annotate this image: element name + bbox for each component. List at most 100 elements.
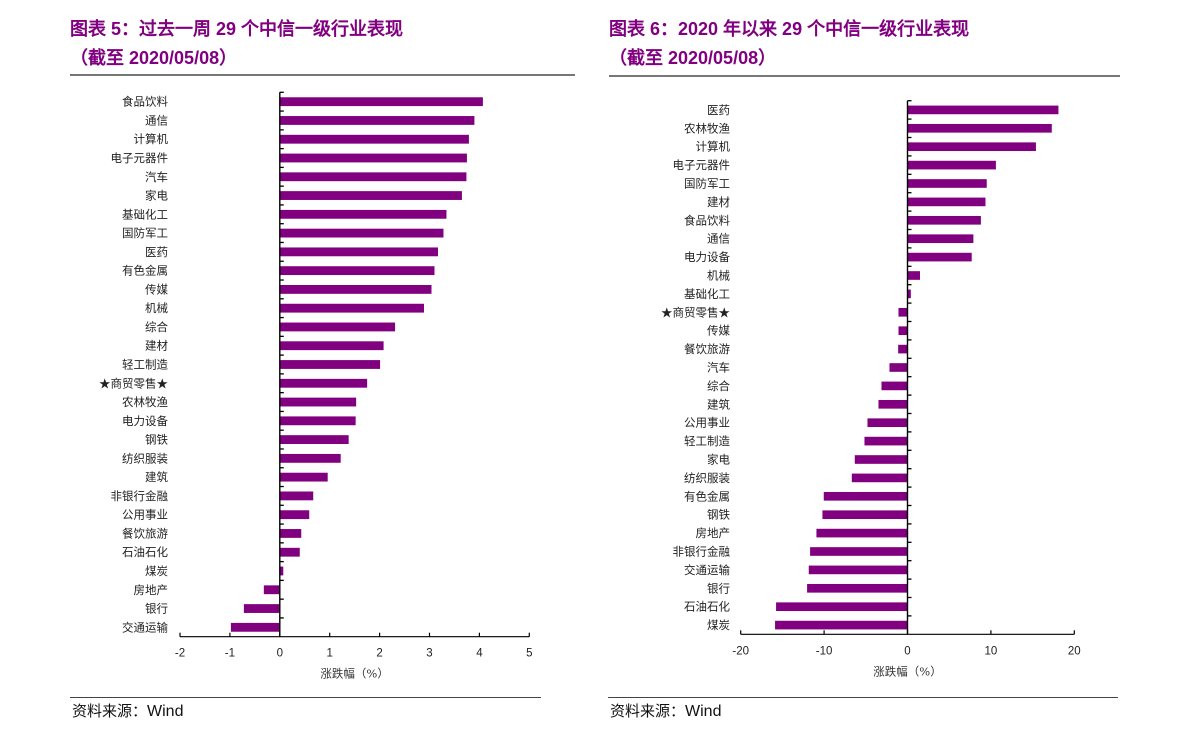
x-tick-label: -20	[732, 645, 749, 657]
category-label: 汽车	[145, 170, 168, 184]
bar	[279, 97, 483, 107]
bar	[279, 435, 349, 445]
x-tick-label: 3	[426, 648, 432, 660]
bar	[808, 565, 908, 575]
bar	[907, 142, 1036, 152]
bar	[279, 209, 447, 219]
category-label: 交通运输	[122, 620, 168, 634]
bar	[807, 583, 908, 593]
bar	[279, 360, 381, 369]
bar	[907, 123, 1052, 133]
bar	[776, 602, 908, 612]
category-label: 建材	[707, 195, 730, 209]
category-label: ★商贸零售★	[661, 305, 730, 319]
bar	[822, 510, 908, 520]
category-label: 综合	[707, 379, 730, 393]
category-label: 基础化工	[684, 287, 730, 301]
bar	[279, 378, 368, 388]
category-label: 传媒	[145, 282, 168, 296]
bar	[279, 529, 302, 538]
bar	[279, 134, 469, 144]
bar	[279, 547, 300, 557]
category-label: 轻工制造	[684, 434, 730, 448]
category-label: 汽车	[707, 361, 730, 375]
bar	[907, 215, 981, 225]
bar	[279, 172, 467, 182]
bar	[279, 322, 396, 332]
source-label: 资料来源：	[72, 702, 148, 720]
category-label: 食品饮料	[684, 213, 730, 227]
category-label: 建材	[145, 339, 168, 353]
category-label: 综合	[145, 320, 168, 334]
x-tick-label: 1	[326, 648, 332, 660]
category-label: 餐饮旅游	[122, 526, 168, 540]
category-label: 家电	[145, 189, 168, 203]
chart-title-line2: （截至 2020/05/08）	[70, 48, 238, 68]
bar	[907, 289, 911, 299]
category-label: 房地产	[696, 526, 731, 540]
source-value: Wind	[147, 703, 184, 720]
x-axis-title: 涨跌幅（%）	[873, 664, 941, 678]
x-tick-label: 0	[904, 645, 910, 657]
x-tick-label: -2	[175, 648, 185, 660]
category-label: 餐饮旅游	[684, 342, 730, 356]
x-tick-label: 5	[526, 648, 532, 660]
x-tick-label: -10	[816, 645, 833, 657]
category-label: 石油石化	[122, 545, 168, 559]
category-label: 计算机	[696, 140, 731, 154]
category-label: 机械	[145, 301, 168, 315]
category-label: 钢铁	[707, 508, 730, 522]
bar	[907, 179, 987, 188]
bar	[279, 153, 467, 163]
chart-title-line2: （截至 2020/05/08）	[609, 48, 777, 68]
bar	[851, 473, 908, 483]
category-label: 基础化工	[122, 207, 168, 221]
x-axis-title: 涨跌幅（%）	[320, 667, 388, 681]
x-tick-label: 0	[277, 648, 283, 660]
bar	[279, 341, 384, 351]
bar	[898, 307, 908, 317]
chart-title-line1: 图表 6：2020 年以来 29 个中信一级行业表现	[609, 19, 970, 39]
bar	[823, 491, 908, 501]
category-label: 国防军工	[684, 177, 730, 191]
category-label: 食品饮料	[122, 95, 168, 109]
category-label: 石油石化	[684, 600, 730, 614]
category-label: 医药	[145, 245, 168, 259]
bar	[816, 528, 908, 538]
bar	[867, 418, 908, 428]
bar	[279, 416, 356, 426]
bar	[907, 197, 986, 207]
bar	[279, 510, 310, 520]
category-label: 房地产	[134, 583, 169, 597]
category-label: 煤炭	[707, 618, 730, 632]
category-label: 电子元器件	[111, 151, 169, 165]
category-label: 交通运输	[684, 563, 730, 577]
category-label: 农林牧渔	[122, 395, 168, 409]
bar	[279, 191, 462, 200]
category-label: 农林牧渔	[684, 121, 730, 135]
bar	[243, 604, 280, 613]
x-tick-label: -1	[225, 648, 235, 660]
bar	[279, 284, 432, 294]
x-tick-label: 2	[376, 648, 382, 660]
category-label: ★商贸零售★	[99, 376, 168, 390]
category-label: 钢铁	[145, 433, 168, 447]
source-value: Wind	[685, 703, 722, 720]
bar	[279, 116, 475, 125]
category-label: 有色金属	[684, 489, 730, 503]
category-label: 轻工制造	[122, 358, 168, 372]
category-label: 机械	[707, 269, 730, 283]
category-label: 电子元器件	[673, 158, 731, 172]
category-label: 公用事业	[122, 508, 168, 522]
category-label: 医药	[707, 103, 730, 117]
bar	[279, 247, 438, 257]
category-label: 银行	[707, 581, 730, 595]
bar	[775, 620, 908, 630]
category-label: 建筑	[707, 397, 730, 411]
title-divider	[609, 75, 1120, 77]
bar	[889, 363, 908, 372]
bar	[854, 455, 908, 464]
title-divider	[70, 74, 575, 76]
source-divider	[608, 697, 1118, 698]
